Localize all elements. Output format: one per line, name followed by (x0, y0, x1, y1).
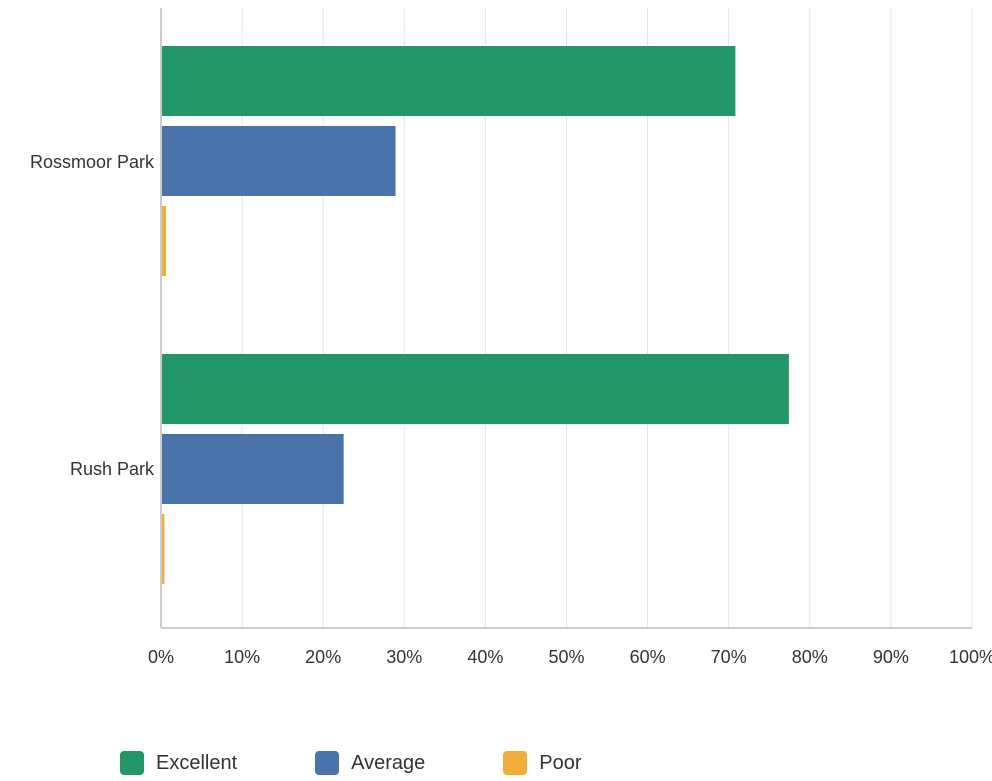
bar-poor-1 (162, 206, 167, 276)
legend-label: Poor (539, 751, 582, 774)
x-tick-label: 80% (792, 647, 828, 667)
x-tick-label: 40% (467, 647, 503, 667)
x-tick-label: 100% (949, 647, 992, 667)
x-tick-label: 20% (305, 647, 341, 667)
x-tick-label: 90% (873, 647, 909, 667)
bar-excellent-2 (162, 354, 789, 424)
category-labels: Rossmoor Park Rush Park (30, 152, 155, 479)
x-tick-labels: 0% 10% 20% 30% 40% 50% 60% 70% 80% 90% 100% (148, 647, 992, 667)
x-tick-label: 70% (711, 647, 747, 667)
x-tick-label: 30% (386, 647, 422, 667)
axes (160, 8, 972, 629)
category-label: Rush Park (70, 459, 155, 479)
bars (162, 46, 789, 584)
chart-svg: 0% 10% 20% 30% 40% 50% 60% 70% 80% 90% 100% Rossmo… (30, 8, 992, 667)
legend-label: Average (351, 751, 426, 774)
legend-swatch (315, 751, 340, 775)
legend-item-poor: Poor (503, 751, 582, 775)
legend-swatch (120, 751, 144, 775)
x-tick-label: 10% (224, 647, 260, 667)
x-tick-label: 0% (148, 647, 174, 667)
bar-excellent-1 (162, 46, 736, 116)
category-label: Rossmoor Park (30, 152, 155, 172)
bar-average-2 (162, 434, 344, 504)
x-tick-label: 60% (630, 647, 666, 667)
bar-average-1 (162, 126, 396, 196)
legend-swatch (503, 751, 528, 775)
bar-poor-2 (162, 514, 165, 584)
x-tick-label: 50% (548, 647, 584, 667)
legend-item-average: Average (315, 751, 425, 775)
legend-item-excellent: Excellent (120, 751, 237, 775)
legend-label: Excellent (156, 751, 238, 774)
legend: Excellent Average Poor (120, 746, 660, 780)
